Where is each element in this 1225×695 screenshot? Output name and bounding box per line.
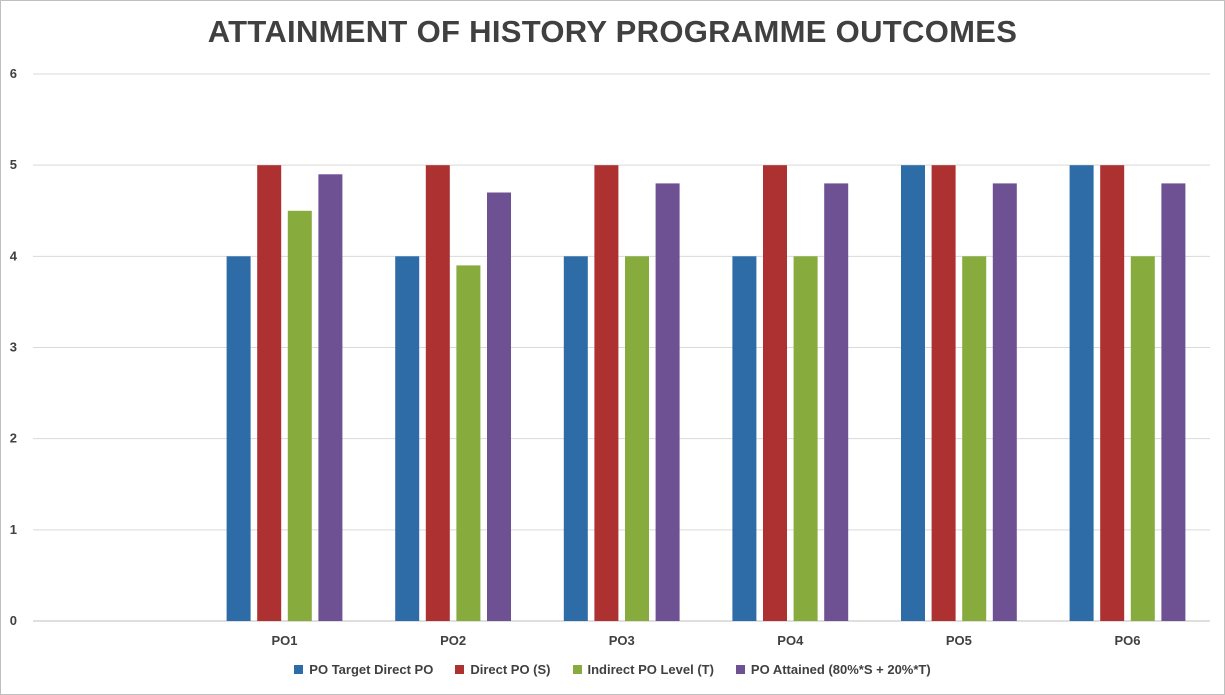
- y-tick-label: 6: [10, 66, 17, 81]
- bar-po4-series-4: [824, 183, 849, 621]
- chart-legend: PO Target Direct PO Direct PO (S) Indirect…: [0, 662, 1225, 677]
- x-tick-label: PO3: [609, 633, 635, 648]
- bar-po5-series-4: [992, 183, 1017, 621]
- bar-po5-series-2: [931, 165, 956, 621]
- bar-po1-series-3: [287, 210, 312, 622]
- chart-title: ATTAINMENT OF HISTORY PROGRAMME OUTCOMES: [207, 14, 1018, 49]
- bar-po6-series-3: [1130, 256, 1155, 621]
- bar-po5-series-3: [962, 256, 987, 621]
- legend-swatch: [735, 665, 745, 674]
- x-tick-label: PO6: [1114, 633, 1140, 648]
- bar-po6-series-2: [1100, 165, 1125, 621]
- legend-label: Indirect PO Level (T): [587, 662, 714, 677]
- y-tick-label: 0: [10, 613, 17, 628]
- bar-po2-series-3: [456, 265, 481, 621]
- bar-po3-series-1: [563, 256, 588, 621]
- x-tick-label: PO2: [440, 633, 466, 648]
- bar-po4-series-3: [793, 256, 818, 621]
- bar-po5-series-1: [901, 165, 925, 621]
- y-tick-label: 1: [10, 522, 17, 537]
- bar-po3-series-2: [594, 165, 619, 621]
- bar-po1-series-4: [318, 174, 343, 622]
- legend-item: PO Attained (80%*S + 20%*T): [735, 662, 931, 677]
- bar-po4-series-1: [732, 256, 757, 621]
- bar-po1-series-2: [257, 165, 282, 621]
- legend-item: PO Target Direct PO: [294, 662, 433, 677]
- legend-swatch: [455, 665, 465, 674]
- legend-swatch: [294, 665, 304, 674]
- y-tick-label: 5: [10, 157, 17, 172]
- y-tick-label: 3: [10, 340, 17, 355]
- bar-po2-series-2: [425, 165, 450, 621]
- x-tick-label: PO5: [946, 633, 972, 648]
- bar-po4-series-2: [763, 165, 787, 621]
- bar-po3-series-3: [625, 256, 649, 621]
- legend-item: Direct PO (S): [455, 662, 551, 677]
- y-tick-label: 4: [10, 248, 18, 263]
- bar-po6-series-1: [1069, 165, 1094, 621]
- legend-label: Direct PO (S): [470, 662, 551, 677]
- bar-po6-series-4: [1161, 183, 1186, 621]
- legend-swatch: [572, 665, 582, 674]
- bar-po2-series-4: [487, 192, 511, 621]
- bar-po3-series-4: [655, 183, 680, 621]
- x-tick-label: PO1: [271, 633, 297, 648]
- bar-po2-series-1: [395, 256, 420, 621]
- legend-label: PO Attained (80%*S + 20%*T): [750, 662, 931, 677]
- bar-po1-series-1: [226, 256, 251, 621]
- y-tick-label: 2: [10, 431, 17, 446]
- legend-label: PO Target Direct PO: [309, 662, 434, 677]
- legend-item: Indirect PO Level (T): [572, 662, 714, 677]
- x-tick-label: PO4: [777, 633, 804, 648]
